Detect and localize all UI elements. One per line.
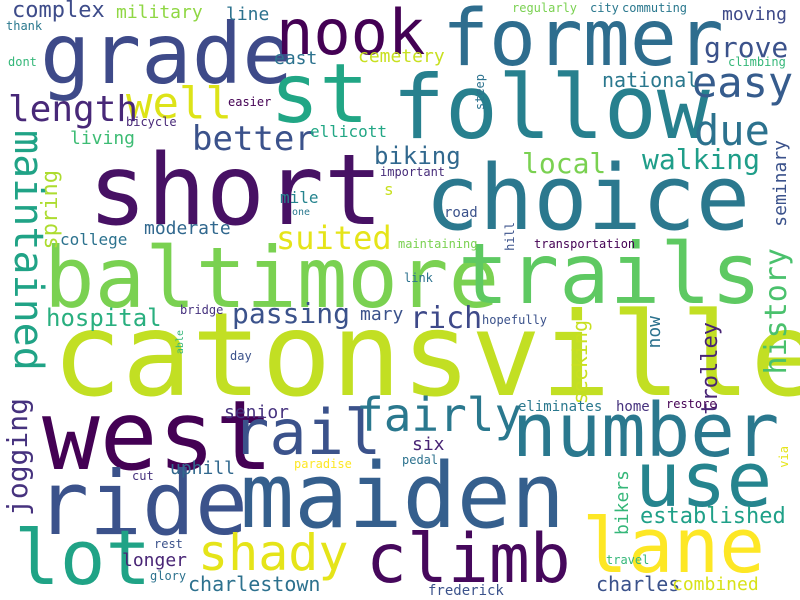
word-moderate: moderate bbox=[144, 218, 231, 239]
word-mary: mary bbox=[360, 304, 404, 325]
word-frederick: frederick bbox=[428, 583, 504, 599]
word-via: via bbox=[777, 446, 791, 468]
word-east: east bbox=[274, 48, 318, 69]
word-trails: trails bbox=[458, 225, 762, 323]
word-important: important bbox=[380, 165, 446, 179]
word-lane: lane bbox=[582, 501, 766, 590]
word-transportation: transportation bbox=[534, 237, 636, 251]
word-walking: walking bbox=[642, 143, 761, 176]
word-paradise: paradise bbox=[294, 457, 352, 471]
word-length: length bbox=[8, 89, 139, 130]
word-regularly: regularly bbox=[512, 1, 578, 15]
word-day: day bbox=[230, 349, 252, 363]
word-jogging: jogging bbox=[1, 398, 34, 517]
word-hill: hill bbox=[503, 222, 517, 251]
word-st: st bbox=[270, 47, 369, 142]
word-pedal: pedal bbox=[402, 453, 439, 467]
word-spring: spring bbox=[38, 170, 63, 250]
word-climbing: climbing bbox=[728, 55, 786, 69]
word-glory: glory bbox=[150, 569, 187, 583]
word-road: road bbox=[444, 205, 478, 221]
word-longer: longer bbox=[122, 550, 188, 571]
word-city: city bbox=[590, 1, 619, 15]
word-easy: easy bbox=[692, 58, 794, 107]
word-shady: shady bbox=[198, 524, 349, 582]
word-number: number bbox=[512, 388, 780, 474]
word-well: well bbox=[126, 78, 232, 129]
word-fairly: fairly bbox=[356, 388, 523, 442]
word-maiden: maiden bbox=[240, 444, 566, 549]
word-charles: charles bbox=[596, 572, 681, 596]
word-moving: moving bbox=[722, 4, 788, 25]
word-easier: easier bbox=[228, 95, 272, 109]
word-suited: suited bbox=[276, 219, 392, 257]
word-better: better bbox=[192, 119, 315, 159]
word-due: due bbox=[694, 106, 770, 155]
word-bridge: bridge bbox=[180, 303, 224, 317]
word-military: military bbox=[116, 2, 203, 23]
word-seeking: seeking bbox=[568, 320, 592, 405]
word-former: former bbox=[442, 0, 724, 84]
word-passing: passing bbox=[232, 297, 351, 330]
word-thank: thank bbox=[6, 19, 43, 33]
word-choice: choice bbox=[425, 146, 751, 251]
word-nook: nook bbox=[276, 0, 426, 69]
word-ride: ride bbox=[36, 452, 248, 555]
word-established: established bbox=[640, 504, 786, 529]
word-college: college bbox=[60, 230, 128, 249]
word-baltimore: baltimore bbox=[44, 229, 500, 327]
word-catonsville: catonsville bbox=[52, 288, 800, 423]
word-rich: rich bbox=[410, 301, 483, 336]
word-follow: follow bbox=[392, 56, 710, 159]
word-national: national bbox=[602, 68, 699, 92]
word-use: use bbox=[635, 435, 773, 524]
word-rail: rail bbox=[232, 396, 382, 469]
word-complex: complex bbox=[12, 0, 105, 23]
word-commuting: commuting bbox=[622, 1, 688, 15]
word-hopefully: hopefully bbox=[482, 313, 548, 327]
word-west: west bbox=[42, 380, 274, 492]
word-grade: grade bbox=[40, 5, 293, 103]
word-maintaining: maintaining bbox=[398, 237, 478, 251]
word-biking: biking bbox=[374, 142, 461, 170]
word-able: able bbox=[175, 330, 186, 355]
word-history: history bbox=[759, 248, 794, 375]
word-restore: restore bbox=[666, 397, 717, 411]
word-home: home bbox=[616, 399, 650, 415]
word-grove: grove bbox=[704, 31, 789, 64]
word-mile: mile bbox=[280, 188, 319, 207]
word-short: short bbox=[88, 134, 384, 248]
word-bicycle: bicycle bbox=[126, 115, 177, 129]
word-seminary: seminary bbox=[770, 140, 791, 227]
word-lot: lot bbox=[14, 513, 152, 600]
word-s: s bbox=[384, 180, 394, 199]
word-charlestown: charlestown bbox=[188, 572, 321, 596]
word-travel: travel bbox=[606, 553, 650, 567]
word-link: link bbox=[404, 271, 433, 285]
word-now: now bbox=[644, 316, 665, 349]
word-cemetery: cemetery bbox=[358, 46, 445, 67]
word-maintained: maintained bbox=[5, 130, 51, 371]
word-senior: senior bbox=[224, 402, 290, 423]
word-uphill: uphill bbox=[170, 458, 236, 479]
word-combined: combined bbox=[672, 574, 759, 595]
word-cut: cut bbox=[132, 469, 154, 483]
word-living: living bbox=[70, 128, 136, 149]
word-eliminates: eliminates bbox=[518, 399, 603, 415]
word-six: six bbox=[412, 434, 445, 455]
word-hospital: hospital bbox=[46, 304, 162, 332]
word-steep: steep bbox=[473, 74, 487, 111]
word-line: line bbox=[226, 4, 270, 25]
word-dont: dont bbox=[8, 55, 37, 69]
word-rest: rest bbox=[154, 537, 183, 551]
word-local: local bbox=[522, 147, 607, 180]
word-one: one bbox=[292, 207, 311, 218]
word-climb: climb bbox=[366, 520, 571, 599]
word-bikers: bikers bbox=[612, 470, 633, 536]
word-ellicott: ellicott bbox=[310, 122, 388, 141]
